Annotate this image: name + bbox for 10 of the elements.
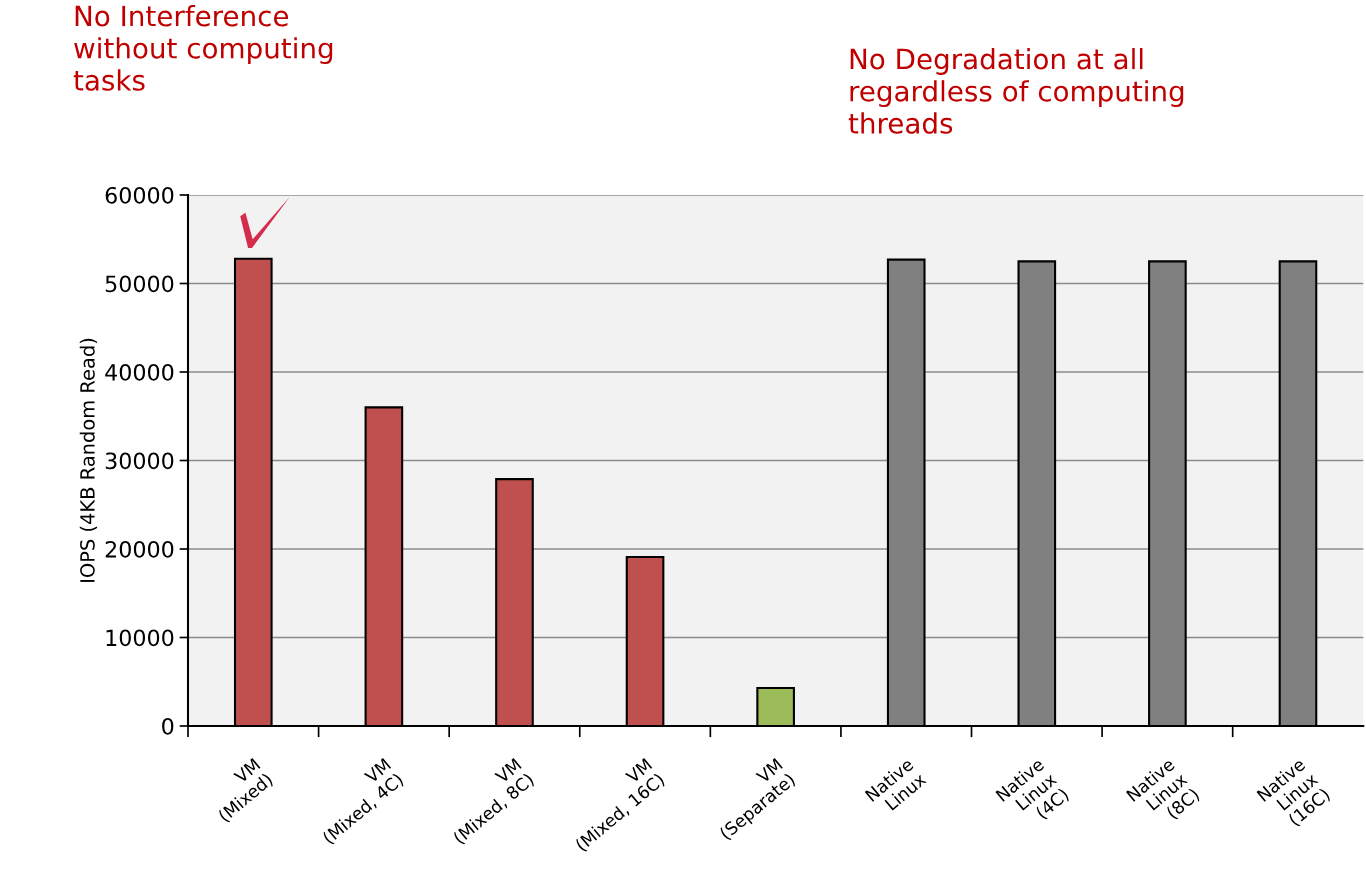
y-tick-label: 10000 [106, 629, 174, 647]
text: No Interference without computing tasks [73, 5, 333, 91]
text: No Degradation at all regardless of computing threads [848, 48, 1184, 134]
y-tick-label: 60000 [105, 186, 174, 204]
y-tick-label: 40000 [105, 363, 174, 381]
y-tick-label: 0 [162, 717, 174, 735]
y-axis-title: IOPS (4KB Random Read) [79, 338, 98, 582]
y-tick-label: 50000 [105, 275, 174, 293]
y-tick-label: 30000 [105, 452, 174, 470]
y-tick-label: 20000 [105, 540, 174, 558]
